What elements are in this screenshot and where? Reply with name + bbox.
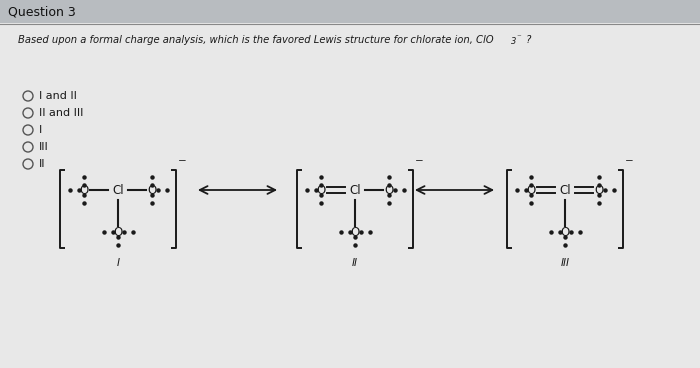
Text: O: O xyxy=(561,226,570,238)
Text: Based upon a formal charge analysis, which is the favored Lewis structure for ch: Based upon a formal charge analysis, whi… xyxy=(18,35,493,45)
Text: III: III xyxy=(561,258,570,268)
Text: O: O xyxy=(594,184,603,197)
Text: II: II xyxy=(39,159,46,169)
Text: I: I xyxy=(116,258,120,268)
Text: O: O xyxy=(148,184,157,197)
Text: III: III xyxy=(39,142,49,152)
Text: −: − xyxy=(178,156,187,166)
Text: O: O xyxy=(351,226,360,238)
FancyBboxPatch shape xyxy=(0,0,700,23)
Text: II and III: II and III xyxy=(39,108,83,118)
Text: −: − xyxy=(625,156,634,166)
Text: −: − xyxy=(415,156,424,166)
Text: I: I xyxy=(39,125,42,135)
Text: O: O xyxy=(384,184,393,197)
Text: Question 3: Question 3 xyxy=(8,6,76,18)
Text: 3: 3 xyxy=(511,37,517,46)
Text: O: O xyxy=(316,184,326,197)
Text: O: O xyxy=(526,184,536,197)
Text: ?: ? xyxy=(523,35,531,45)
Text: Cl: Cl xyxy=(559,184,570,197)
Text: O: O xyxy=(113,226,122,238)
Text: ⁻: ⁻ xyxy=(516,33,521,42)
Text: II: II xyxy=(352,258,358,268)
Text: O: O xyxy=(79,184,89,197)
Text: Cl: Cl xyxy=(112,184,124,197)
Text: I and II: I and II xyxy=(39,91,77,101)
Text: Cl: Cl xyxy=(349,184,360,197)
